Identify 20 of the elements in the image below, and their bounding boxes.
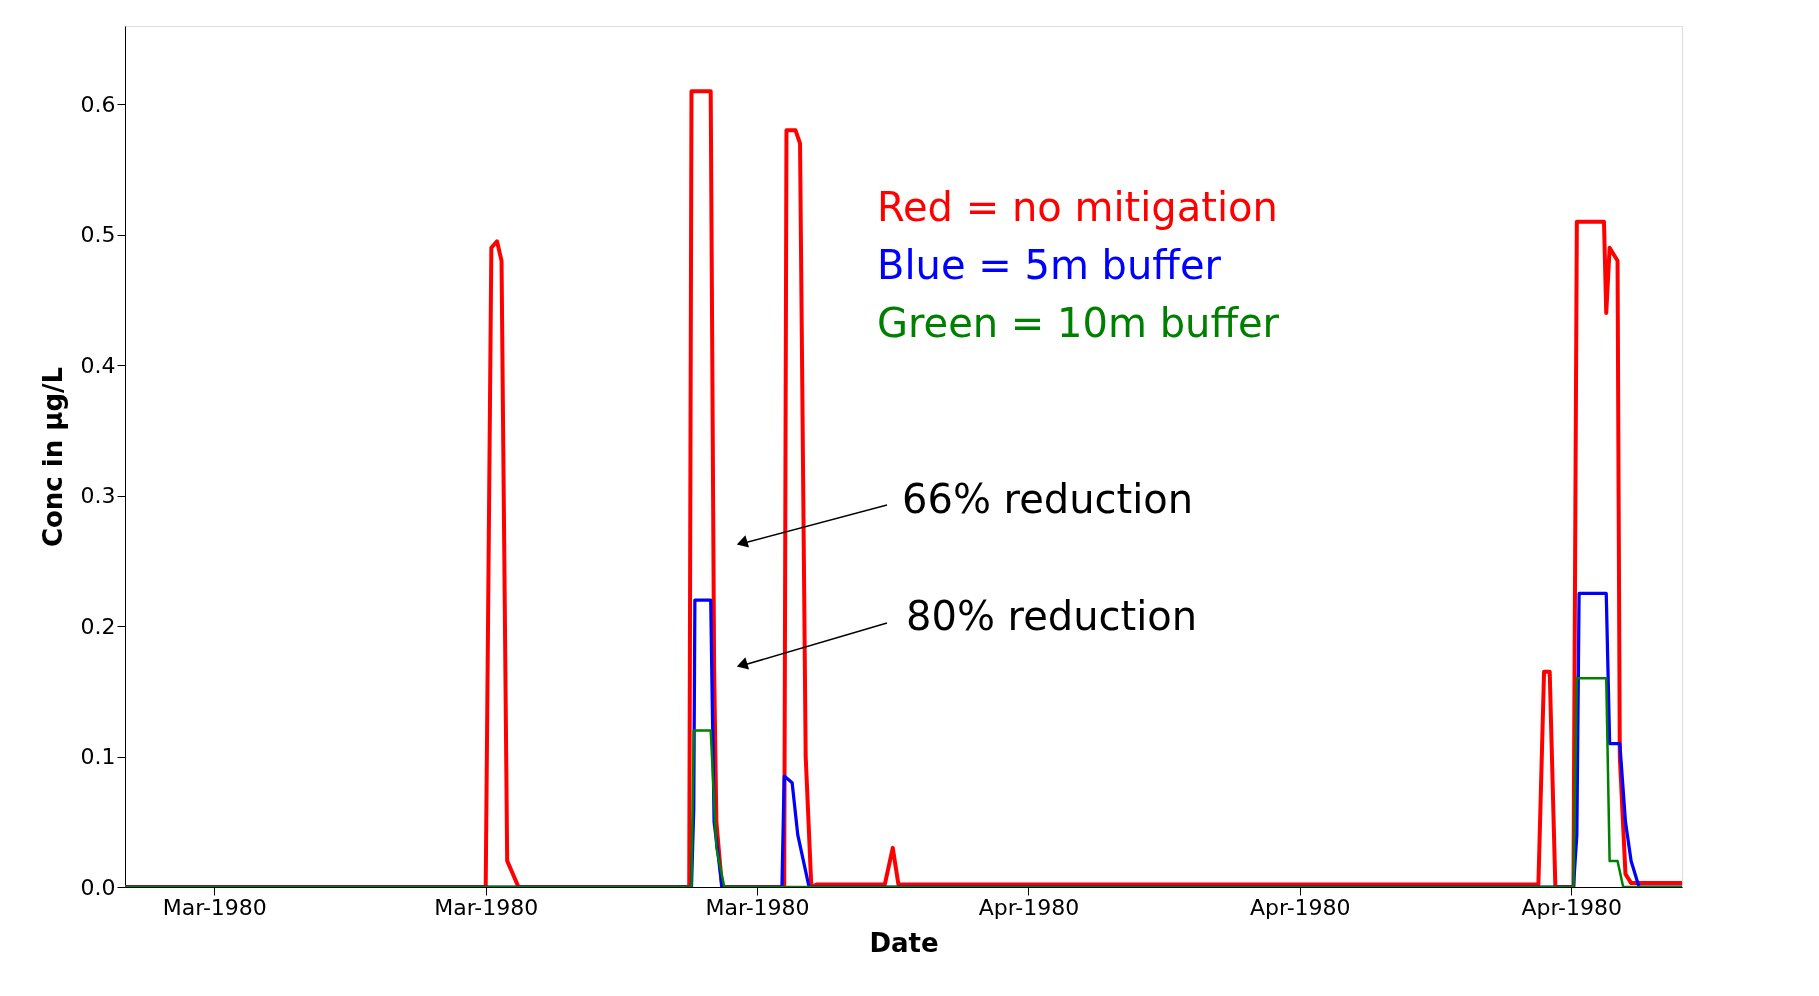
x-tick-label: Apr-1980 xyxy=(978,894,1080,920)
x-tick-label: Apr-1980 xyxy=(1250,894,1351,920)
x-tick-label: Mar-1980 xyxy=(705,894,810,920)
x-tick-label: Mar-1980 xyxy=(162,894,267,920)
text: Green = 10m buffer xyxy=(877,300,1280,346)
series-label: Red = no mitigation xyxy=(877,184,1278,230)
y-tick-label: 0.1 xyxy=(80,744,116,770)
x-tick-label: Apr-1980 xyxy=(1521,894,1622,920)
y-tick-label: 0.4 xyxy=(80,352,116,378)
y-tick-label: 0.0 xyxy=(80,874,116,900)
x-tick-label: Mar-1980 xyxy=(434,894,539,920)
y-axis-title: Conc in µg/L xyxy=(37,366,68,548)
y-tick-label: 0.5 xyxy=(80,222,116,248)
y-tick-label: 0.6 xyxy=(80,91,116,117)
y-tick-label: 0.3 xyxy=(80,483,116,509)
y-tick-label: 0.2 xyxy=(80,613,116,639)
text: Blue = 5m buffer xyxy=(877,242,1222,288)
x-axis-title: Date xyxy=(869,927,939,958)
annotation: 66% reduction xyxy=(902,476,1194,522)
annotation: 80% reduction xyxy=(906,593,1198,639)
